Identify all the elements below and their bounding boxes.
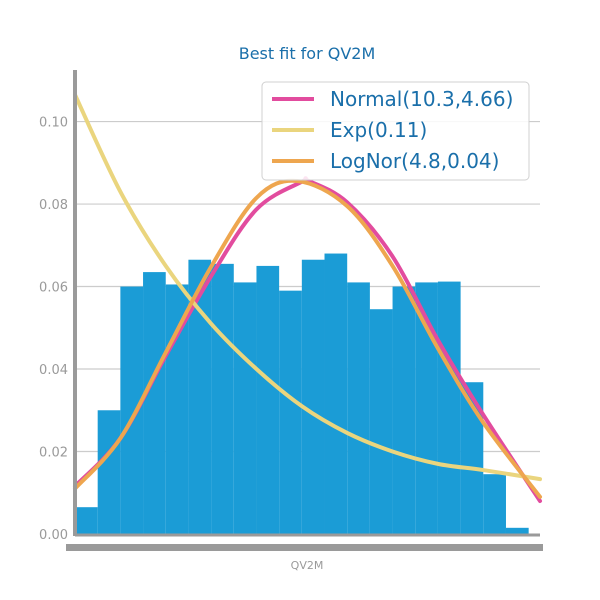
histogram-bar [143, 272, 166, 534]
chart-title: Best fit for QV2M [239, 44, 376, 63]
histogram-bar [437, 281, 461, 534]
legend-box [261, 81, 530, 181]
histogram-bar [505, 527, 529, 534]
histogram-bar [211, 263, 234, 534]
legend: Normal(10.3,4.66) Exp(0.11) LogNor(4.8,0.0… [261, 81, 530, 181]
histogram-bar [483, 474, 506, 534]
histogram-bar [301, 259, 325, 534]
x-axis-label: QV2M [291, 559, 324, 572]
y-tick-label: 0.10 [39, 116, 68, 131]
axes [66, 70, 543, 551]
histogram-bar [324, 253, 348, 534]
y-tick-label: 0.02 [39, 446, 68, 461]
y-tick-label: 0.04 [39, 363, 68, 378]
legend-label: LogNor(4.8,0.04) [330, 149, 499, 173]
histogram-bar [347, 282, 370, 534]
legend-label: Exp(0.11) [330, 118, 427, 142]
histogram-bar [392, 286, 416, 534]
y-tick-label: 0.00 [39, 528, 68, 543]
histogram-bar [460, 382, 484, 534]
histogram-bar [75, 507, 98, 534]
histogram-bar [256, 265, 280, 534]
fit-curve [73, 178, 542, 499]
y-tick-labels: 0.00 0.02 0.04 0.06 0.08 0.10 [39, 116, 68, 543]
histogram-bar [415, 282, 438, 534]
legend-label: Normal(10.3,4.66) [330, 87, 513, 111]
histogram-bar [120, 286, 144, 534]
x-axis-bar [66, 544, 543, 551]
y-tick-label: 0.06 [39, 281, 68, 296]
histogram-bar [279, 290, 302, 534]
histogram-bar [188, 259, 212, 534]
y-tick-label: 0.08 [39, 198, 68, 213]
histogram-bars [75, 253, 529, 534]
histogram-bar [233, 282, 257, 534]
histogram-bar [369, 309, 393, 534]
histogram-bar [97, 410, 121, 534]
fit-curve [73, 92, 542, 482]
